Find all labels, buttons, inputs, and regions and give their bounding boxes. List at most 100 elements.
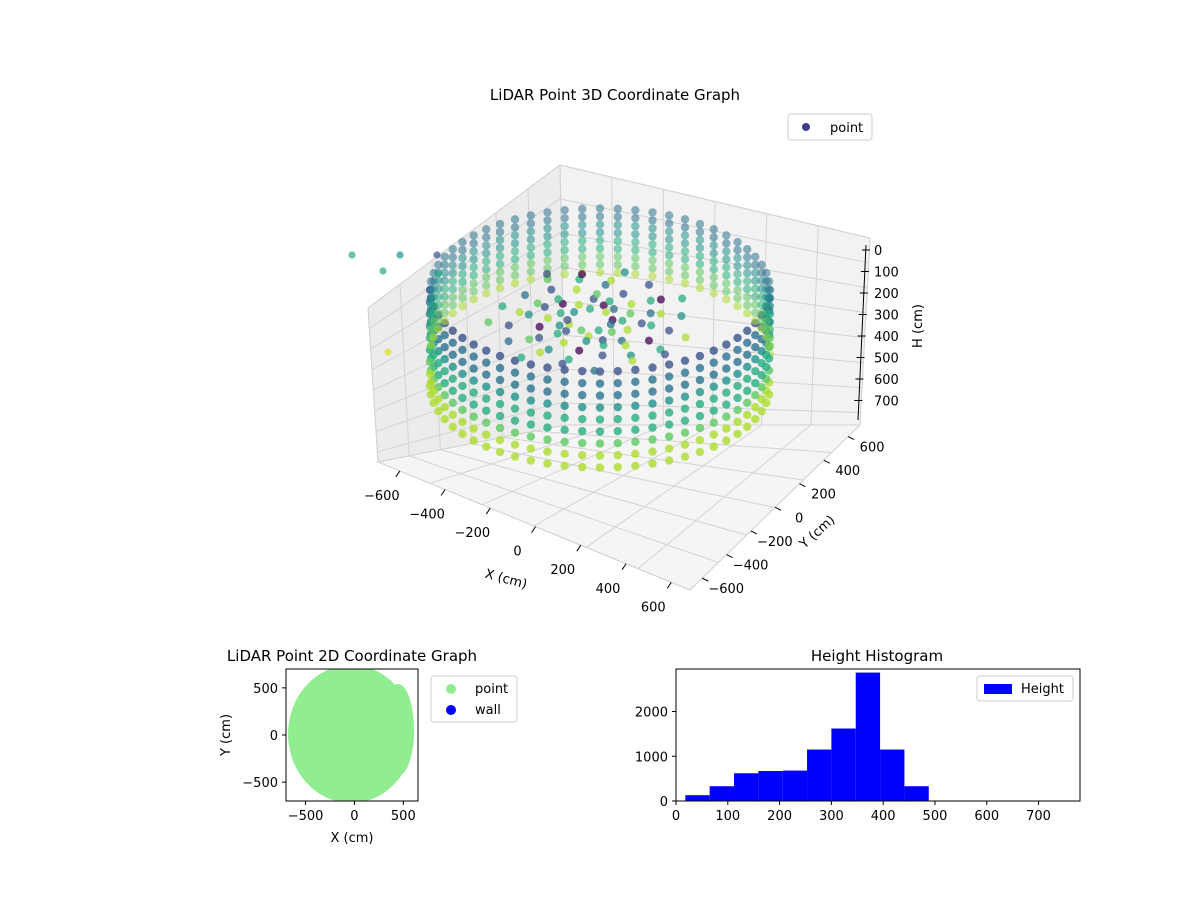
point-marker bbox=[722, 279, 731, 288]
point-marker bbox=[664, 384, 674, 393]
point-marker bbox=[555, 321, 564, 330]
point-marker bbox=[526, 444, 536, 453]
point-marker bbox=[595, 403, 605, 412]
point-marker bbox=[469, 400, 478, 409]
point-marker bbox=[482, 430, 491, 439]
point-marker bbox=[680, 263, 690, 272]
point-marker bbox=[733, 345, 742, 355]
point-marker bbox=[631, 425, 640, 435]
point-marker bbox=[425, 357, 435, 367]
point-marker bbox=[556, 309, 565, 318]
point-marker bbox=[448, 350, 457, 359]
point-marker bbox=[458, 405, 467, 415]
point-marker bbox=[613, 414, 622, 424]
point-marker bbox=[646, 309, 655, 318]
point-marker bbox=[510, 263, 520, 272]
point-marker bbox=[510, 255, 520, 264]
histogram-bar bbox=[880, 749, 905, 801]
point-marker bbox=[733, 405, 742, 415]
z-tick-label-3d: 400 bbox=[874, 330, 899, 345]
point-marker bbox=[733, 417, 742, 427]
point-marker bbox=[543, 314, 552, 323]
point-marker bbox=[440, 300, 449, 310]
point-marker bbox=[664, 267, 674, 276]
y-tick-label-3d: 600 bbox=[860, 441, 885, 456]
legend-3d-marker bbox=[802, 123, 810, 131]
point-marker bbox=[751, 414, 760, 424]
y-tick-label-3d: −600 bbox=[708, 582, 744, 597]
point-marker bbox=[524, 310, 533, 319]
point-marker bbox=[680, 271, 690, 280]
point-marker bbox=[757, 260, 766, 269]
legend-3d-frame bbox=[787, 113, 873, 141]
point-marker bbox=[379, 267, 387, 275]
point-marker bbox=[709, 358, 718, 367]
histogram-bar bbox=[758, 771, 783, 801]
point-marker bbox=[469, 295, 478, 304]
point-marker bbox=[595, 391, 605, 400]
point-marker bbox=[448, 338, 457, 347]
point-marker bbox=[648, 459, 657, 468]
point-marker bbox=[440, 284, 449, 294]
point-marker bbox=[495, 399, 505, 409]
point-marker bbox=[695, 283, 705, 293]
y-tick-label-hist: 1000 bbox=[635, 750, 668, 765]
point-marker bbox=[547, 285, 556, 294]
point-marker bbox=[543, 240, 552, 249]
point-marker bbox=[648, 375, 657, 384]
legend-wall-marker bbox=[446, 705, 456, 715]
point-cluster-2d bbox=[288, 669, 414, 801]
point-marker bbox=[722, 364, 731, 373]
point-marker bbox=[722, 352, 731, 361]
z-axis-line-3d bbox=[857, 244, 867, 421]
point-marker bbox=[526, 267, 536, 276]
point-marker bbox=[448, 253, 457, 262]
point-marker bbox=[578, 244, 587, 254]
point-marker bbox=[495, 243, 505, 253]
point-marker bbox=[469, 247, 478, 256]
point-marker bbox=[680, 440, 690, 449]
point-marker bbox=[733, 357, 742, 367]
point-marker bbox=[458, 261, 467, 271]
point-marker bbox=[648, 240, 657, 249]
point-marker bbox=[543, 208, 552, 217]
point-marker bbox=[564, 355, 573, 364]
point-marker bbox=[544, 345, 553, 354]
point-marker bbox=[448, 261, 457, 270]
point-marker bbox=[526, 360, 536, 369]
point-marker bbox=[733, 381, 742, 391]
x-tick-label-2d: 500 bbox=[391, 809, 416, 824]
point-marker bbox=[733, 269, 742, 279]
z-axis-3d: 0 100 200 300 400 500 600 700 bbox=[854, 244, 899, 421]
point-marker bbox=[709, 346, 718, 355]
point-marker bbox=[733, 253, 742, 263]
point-marker bbox=[482, 281, 491, 290]
point-marker bbox=[680, 247, 690, 256]
point-marker bbox=[648, 264, 657, 273]
point-marker bbox=[482, 358, 491, 367]
point-marker bbox=[709, 382, 718, 391]
point-marker bbox=[613, 378, 622, 388]
point-marker bbox=[560, 245, 569, 255]
point-marker bbox=[595, 212, 605, 221]
point-marker bbox=[448, 301, 457, 310]
point-marker bbox=[482, 225, 491, 234]
point-marker bbox=[543, 411, 552, 420]
point-marker bbox=[543, 375, 552, 384]
point-marker bbox=[434, 300, 443, 309]
point-marker bbox=[469, 271, 478, 280]
point-marker bbox=[743, 398, 752, 407]
point-marker bbox=[433, 251, 441, 259]
point-marker bbox=[648, 232, 657, 241]
point-marker bbox=[648, 248, 657, 257]
x-tick-label-hist: 300 bbox=[819, 809, 844, 824]
histogram-title: Height Histogram bbox=[811, 647, 943, 665]
chart-2d-title: LiDAR Point 2D Coordinate Graph bbox=[227, 647, 477, 665]
point-marker bbox=[526, 456, 536, 465]
point-marker bbox=[495, 267, 505, 277]
point-marker bbox=[469, 231, 478, 240]
point-marker bbox=[613, 402, 622, 412]
point-marker bbox=[695, 447, 705, 457]
point-marker bbox=[631, 377, 640, 387]
point-marker bbox=[695, 411, 705, 421]
